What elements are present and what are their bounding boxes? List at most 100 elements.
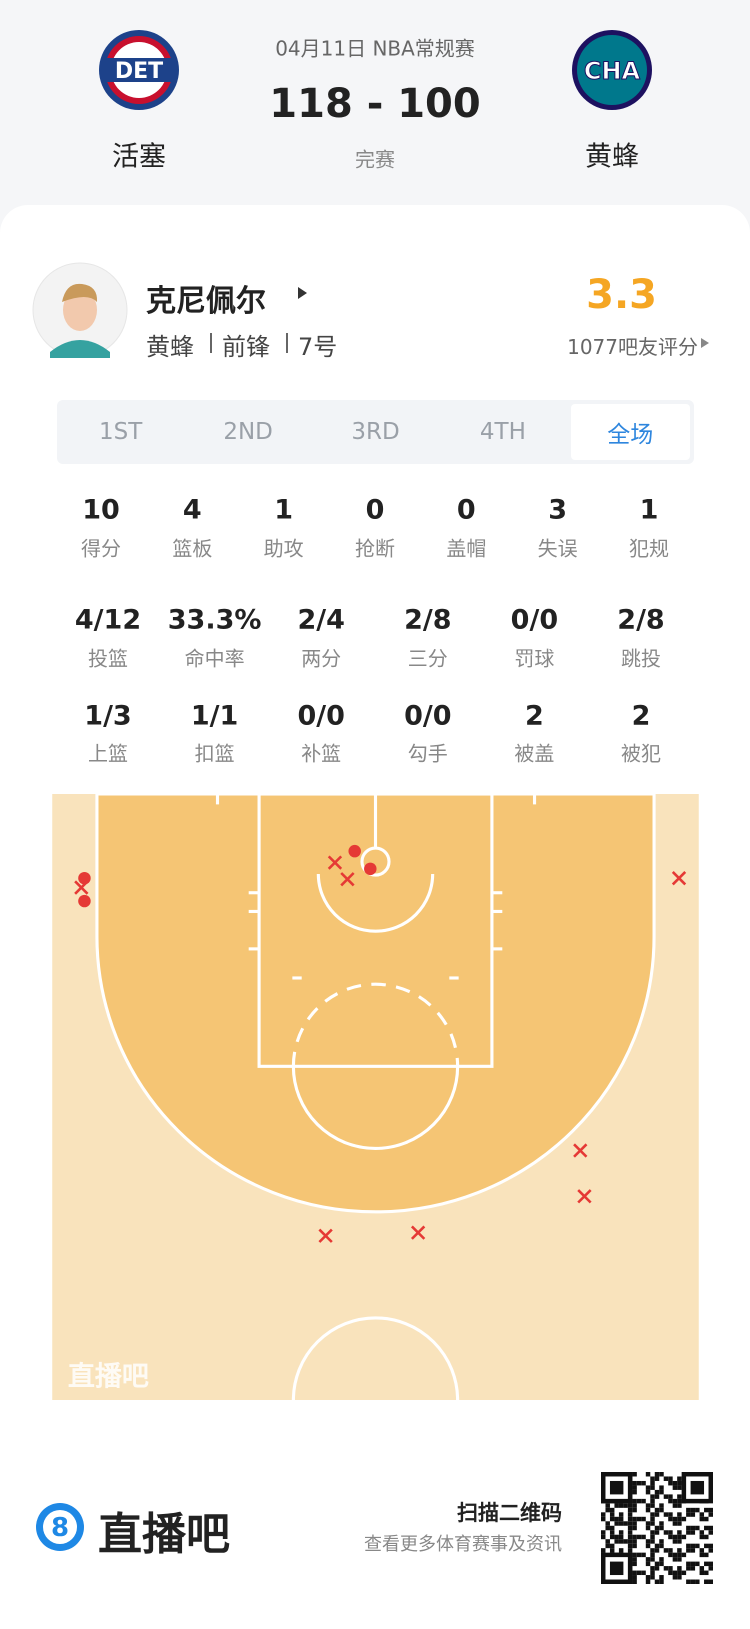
qr-cell: [627, 1539, 633, 1544]
period-tabs: 1ST 2ND 3RD 4TH 全场: [57, 400, 694, 464]
away-name[interactable]: 黄蜂: [585, 141, 639, 173]
qr-cell: [699, 1552, 705, 1558]
home-logo[interactable]: DET: [97, 28, 181, 112]
qr-cell: [672, 1485, 678, 1490]
stat-label: 命中率: [184, 646, 245, 671]
qr-cell: [672, 1480, 678, 1486]
qr-cell: [668, 1552, 673, 1558]
missed-shot: [318, 1228, 333, 1243]
tab[interactable]: 2ND: [223, 419, 273, 445]
qr-cell: [623, 1539, 628, 1544]
qr-cell: [708, 1548, 713, 1553]
stat-value: 3: [548, 494, 568, 526]
qr-cell: [659, 1525, 664, 1531]
qr-cell: [650, 1557, 655, 1562]
qr-cell: [627, 1512, 633, 1517]
divider: [210, 333, 212, 353]
qr-cell: [699, 1570, 705, 1576]
qr-cell: [645, 1557, 651, 1562]
qr-cell: [708, 1525, 713, 1531]
qr-cell: [618, 1530, 624, 1535]
stat-value: 10: [82, 494, 120, 526]
stat-value: 1: [639, 494, 659, 526]
player-name[interactable]: 克尼佩尔: [146, 284, 266, 319]
away-logo[interactable]: CHA: [570, 28, 654, 112]
qr-cell: [618, 1521, 624, 1526]
qr-cell: [677, 1498, 682, 1504]
qr-cell: [659, 1503, 664, 1508]
qr-cell: [686, 1543, 691, 1549]
tab[interactable]: 全场: [607, 422, 654, 448]
qr-cell: [627, 1521, 633, 1526]
qr-cell: [645, 1489, 651, 1495]
player-position: 前锋: [222, 333, 270, 361]
qr-cell: [636, 1498, 642, 1504]
qr-cell: [704, 1552, 709, 1558]
qr-cell: [609, 1530, 615, 1535]
stat-label: 犯规: [629, 536, 669, 561]
qr-code[interactable]: [601, 1472, 713, 1584]
qr-cell: [659, 1489, 664, 1495]
qr-cell: [605, 1503, 610, 1508]
stat-value: 0/0: [404, 700, 452, 732]
qr-cell: [672, 1557, 678, 1562]
qr-cell: [654, 1507, 660, 1513]
qr-cell: [686, 1561, 691, 1567]
qr-cell: [601, 1516, 606, 1522]
stat-label: 被盖: [514, 741, 555, 766]
stat-value: 0/0: [510, 604, 559, 636]
qr-cell: [650, 1530, 655, 1535]
qr-cell: [677, 1552, 682, 1558]
name-arrow: [298, 287, 307, 299]
player-avatar[interactable]: [32, 262, 128, 358]
qr-cell: [627, 1543, 633, 1549]
qr-cell: [632, 1498, 637, 1504]
qr-cell: [668, 1498, 673, 1504]
tab[interactable]: 1ST: [99, 419, 143, 445]
stat-label: 投篮: [88, 646, 128, 671]
qr-cell: [654, 1561, 660, 1567]
brand-name: 直播吧: [98, 1509, 230, 1560]
qr-cell: [605, 1543, 610, 1549]
tab[interactable]: 3RD: [351, 419, 400, 445]
qr-cell: [659, 1575, 664, 1580]
qr-cell: [627, 1507, 633, 1513]
qr-cell: [632, 1525, 637, 1531]
qr-cell: [601, 1534, 606, 1540]
qr-cell: [704, 1570, 709, 1576]
qr-cell: [614, 1521, 619, 1526]
qr-cell: [659, 1521, 664, 1526]
qr-cell: [668, 1494, 673, 1499]
qr-cell: [636, 1516, 642, 1522]
rating-arrow: [701, 338, 709, 348]
rating-label[interactable]: 1077吧友评分: [567, 335, 698, 359]
stat-label: 跳投: [621, 646, 661, 671]
missed-shot: [327, 855, 343, 870]
stat-value: 2/4: [297, 604, 345, 636]
qr-cell: [672, 1575, 678, 1580]
qr-cell: [699, 1548, 705, 1553]
qr-cell: [708, 1512, 713, 1517]
tab[interactable]: 4TH: [479, 419, 526, 445]
qr-cell: [632, 1485, 637, 1490]
qr-cell: [609, 1534, 615, 1540]
qr-cell: [672, 1552, 678, 1558]
qr-cell: [708, 1543, 713, 1549]
stat-label: 篮板: [172, 536, 213, 561]
qr-cell: [645, 1485, 651, 1490]
home-abbr: DET: [115, 59, 163, 84]
stat-value: 0: [365, 494, 385, 526]
stat-label: 被犯: [621, 741, 661, 766]
qr-cell: [650, 1516, 655, 1522]
qr-cell: [627, 1525, 633, 1531]
qr-cell: [654, 1579, 660, 1584]
qr-cell: [632, 1539, 637, 1544]
stat-value: 2: [631, 700, 651, 732]
home-name[interactable]: 活塞: [112, 141, 166, 173]
qr-cell: [632, 1543, 637, 1549]
qr-cell: [672, 1498, 678, 1504]
player-number: 7号: [298, 333, 338, 361]
scan-title: 扫描二维码: [457, 1501, 562, 1525]
qr-cell: [645, 1579, 651, 1584]
